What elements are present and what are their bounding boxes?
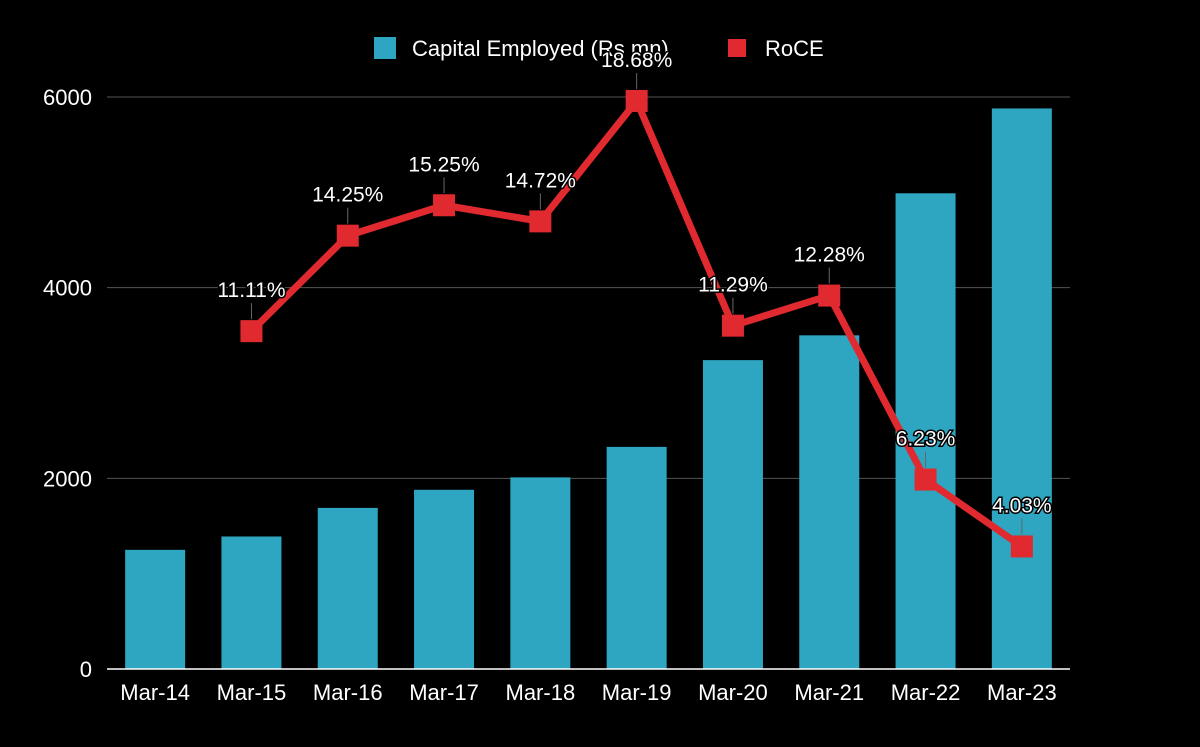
x-tick-label: Mar-17 [409, 680, 479, 705]
roce-data-label: 4.03% [992, 494, 1052, 517]
bar-Mar-16 [317, 507, 378, 669]
bar-Mar-17 [414, 489, 475, 669]
roce-marker-Mar-16 [336, 224, 359, 247]
roce-data-label: 15.25% [408, 153, 479, 176]
x-axis: Mar-14 Mar-15 Mar-16 Mar-17 Mar-18 Mar-19 Mar-… [107, 668, 1070, 705]
bar-Mar-20 [702, 360, 763, 669]
bar-Mar-19 [606, 446, 667, 669]
bar-Mar-22 [895, 193, 956, 669]
y-tick-label: 4000 [43, 276, 92, 301]
roce-data-label: 11.11% [217, 279, 285, 302]
x-tick-label: Mar-19 [602, 680, 672, 705]
x-tick-label: Mar-22 [891, 680, 961, 705]
bar-Mar-23 [991, 108, 1052, 669]
x-tick-label: Mar-21 [794, 680, 864, 705]
roce-data-label: 11.29% [698, 274, 768, 297]
roce-data-label: 6.23% [896, 428, 956, 451]
y-tick-label: 6000 [43, 85, 92, 110]
y-axis: 0 2000 4000 6000 [43, 85, 92, 682]
roce-data-label: 12.28% [794, 244, 865, 267]
bar-Mar-21 [799, 335, 860, 669]
y-tick-label: 2000 [43, 466, 92, 491]
roce-marker-Mar-22 [914, 468, 937, 491]
roce-marker-Mar-21 [818, 284, 841, 307]
bar-series [125, 108, 1052, 669]
data-labels: 11.11% 14.25% 15.25% 14.72% 18.68% 11.29% 12.2… [216, 47, 1053, 535]
x-tick-label: Mar-20 [698, 680, 768, 705]
legend: Capital Employed (Rs mn) RoCE [374, 36, 824, 61]
roce-data-label: 14.25% [312, 184, 383, 207]
roce-data-label: 18.68% [601, 49, 672, 72]
roce-data-label: 14.72% [505, 169, 576, 192]
x-tick-label: Mar-15 [217, 680, 287, 705]
roce-marker-Mar-17 [433, 194, 456, 217]
legend-swatch-capital-employed [374, 37, 396, 59]
legend-label-roce: RoCE [765, 36, 824, 61]
y-tick-label: 0 [80, 657, 92, 682]
x-tick-label: Mar-23 [987, 680, 1057, 705]
bar-Mar-18 [510, 477, 571, 669]
roce-marker-Mar-20 [721, 314, 744, 337]
roce-marker-Mar-18 [529, 210, 552, 233]
legend-label-capital-employed: Capital Employed (Rs mn) [412, 36, 669, 61]
roce-marker-Mar-15 [240, 320, 263, 343]
legend-swatch-roce [728, 39, 746, 57]
x-tick-label: Mar-14 [120, 680, 190, 705]
x-tick-label: Mar-18 [506, 680, 576, 705]
bar-Mar-15 [221, 536, 282, 669]
roce-marker-Mar-23 [1010, 535, 1033, 558]
x-tick-label: Mar-16 [313, 680, 383, 705]
bar-Mar-14 [125, 549, 186, 669]
line-series [240, 89, 1033, 558]
roce-marker-Mar-19 [625, 89, 648, 112]
